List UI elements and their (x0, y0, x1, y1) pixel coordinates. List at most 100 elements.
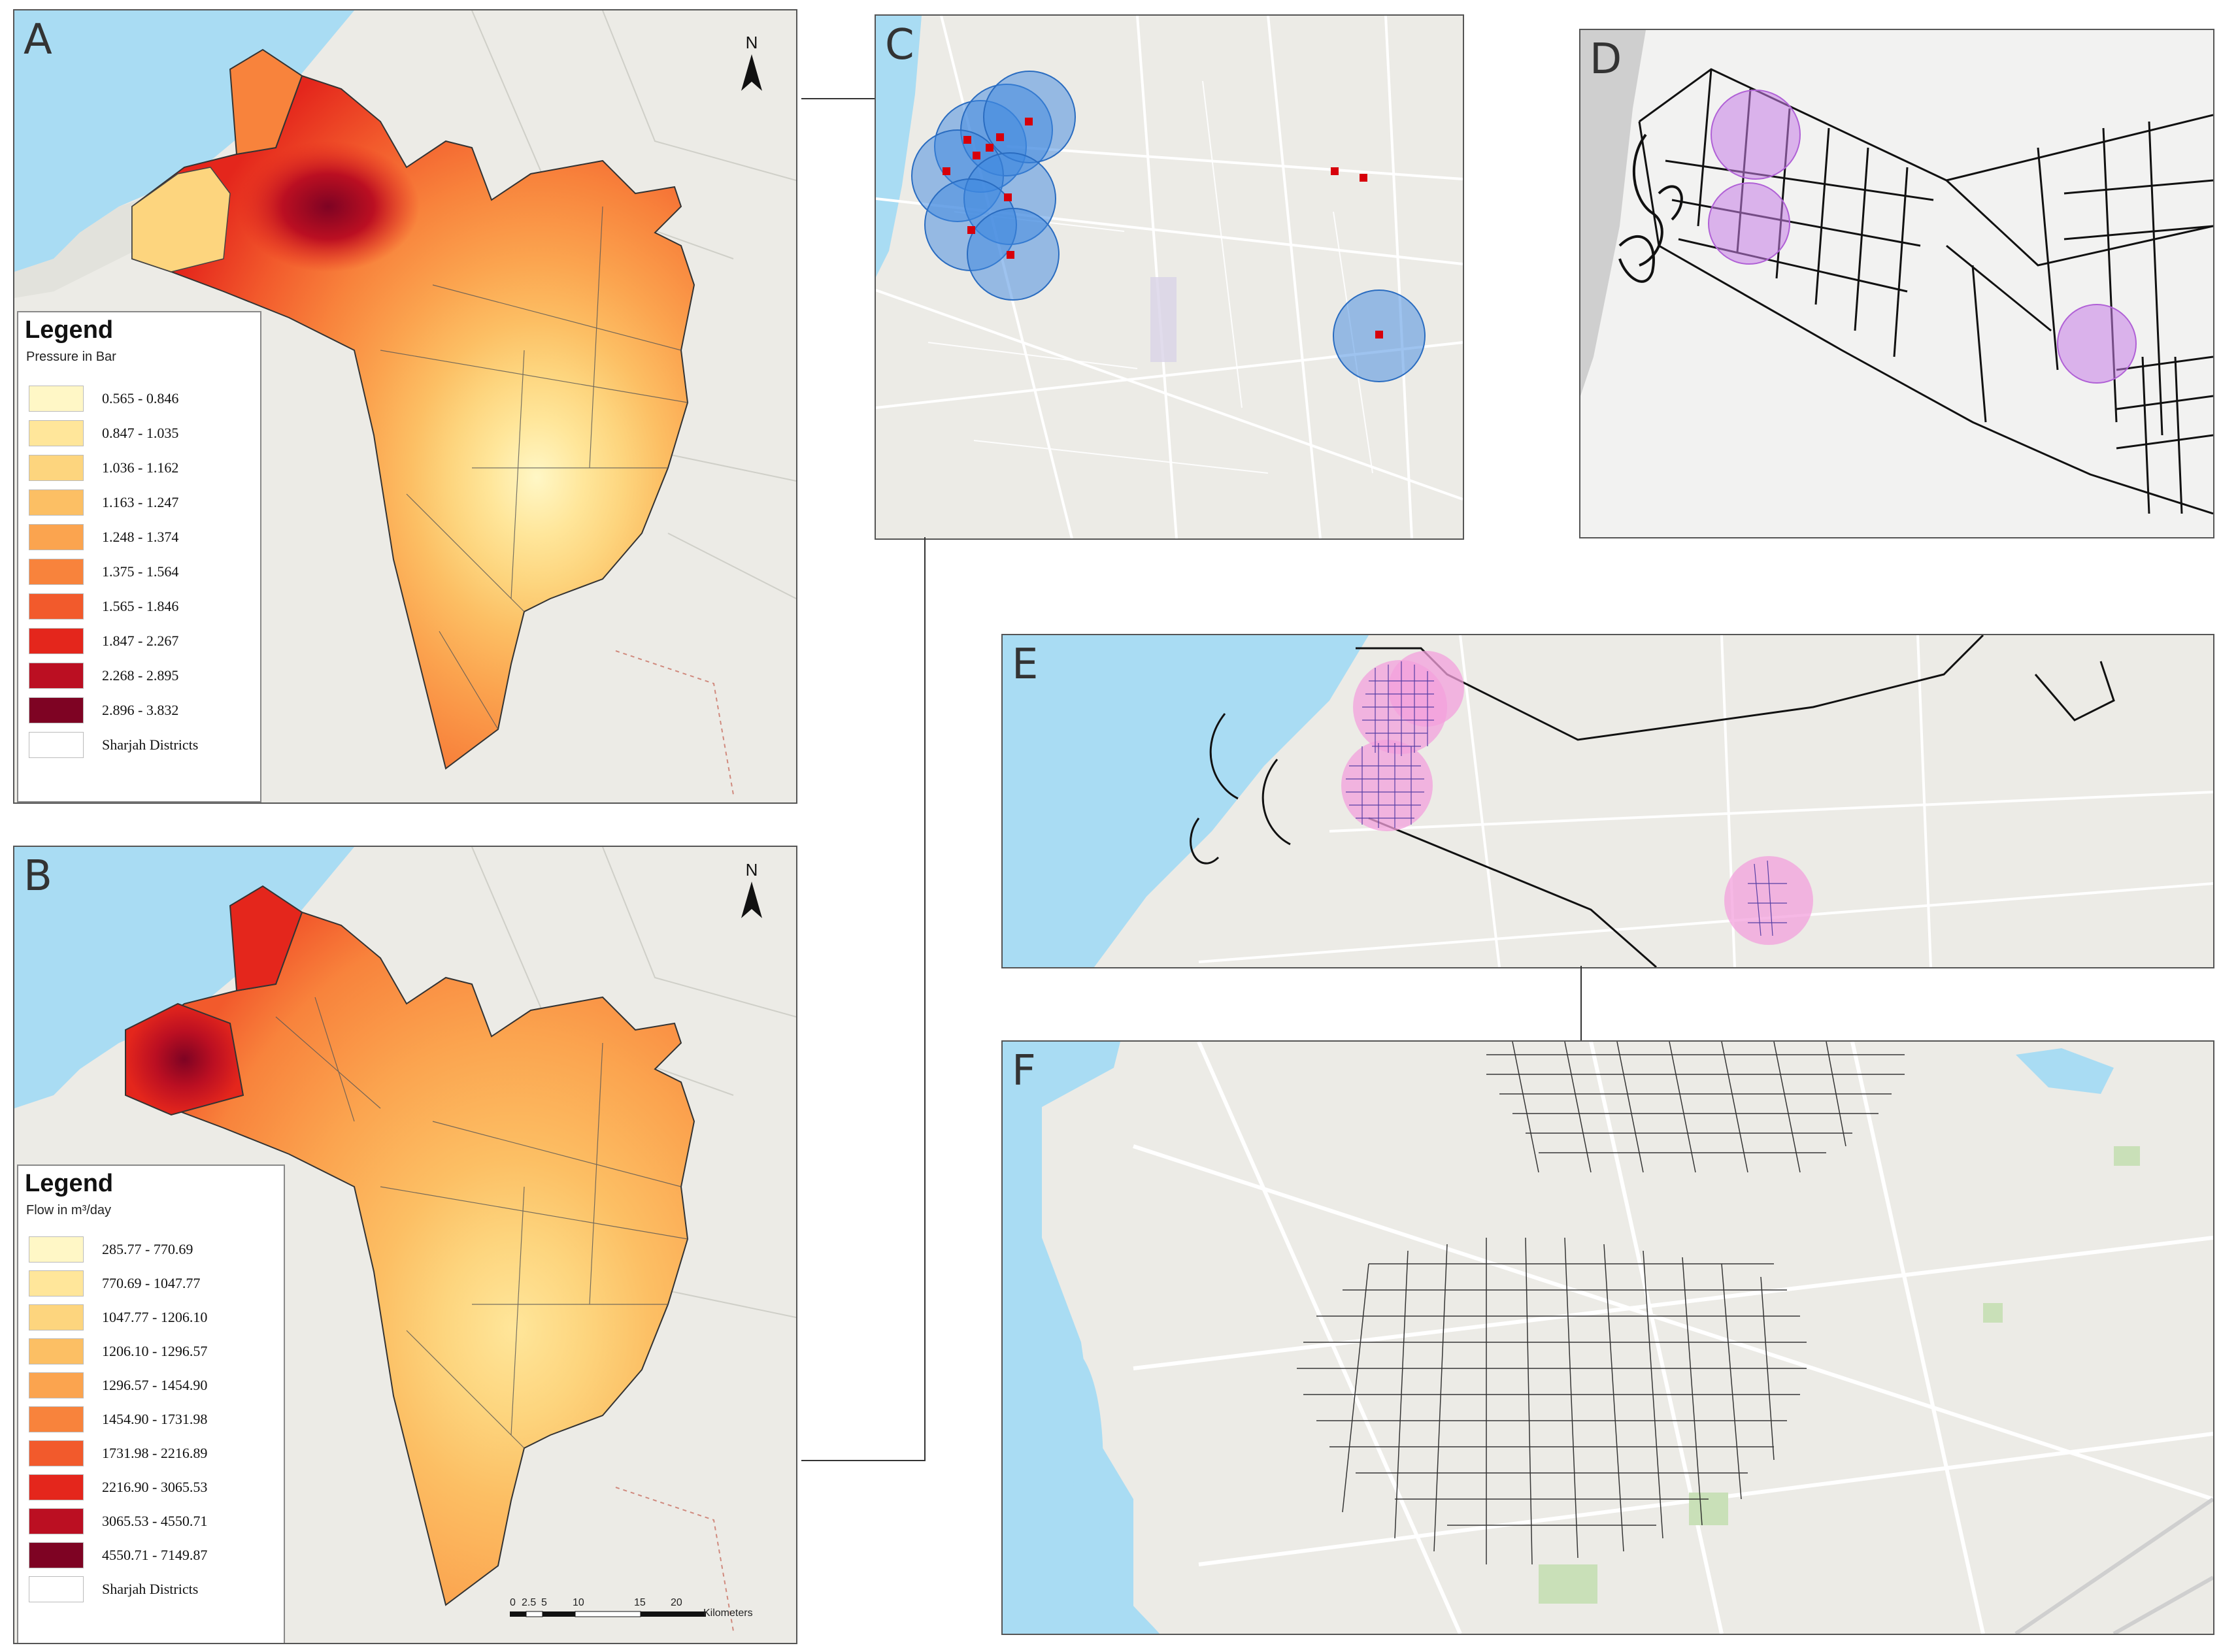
legend-range: 1.375 - 1.564 (102, 563, 179, 580)
legend-swatch (29, 1542, 84, 1568)
legend-swatch (29, 1440, 84, 1466)
legend-flow-row: 1206.10 - 1296.57 (29, 1338, 207, 1364)
legend-pressure-row: 1.847 - 2.267 (29, 628, 178, 654)
legend-pressure-title: Legend (25, 316, 114, 344)
legend-range: 1296.57 - 1454.90 (102, 1377, 208, 1393)
legend-pressure-row: 2.268 - 2.895 (29, 663, 178, 689)
legend-pressure-row: 1.375 - 1.564 (29, 559, 178, 585)
panel-c-buffer-map: C (875, 14, 1464, 540)
legend-flow-row: 2216.90 - 3065.53 (29, 1474, 207, 1500)
legend-pressure-row: 0.565 - 0.846 (29, 386, 178, 412)
legend-range: 285.77 - 770.69 (102, 1241, 193, 1257)
north-arrow-icon (741, 54, 762, 91)
legend-pressure-row: Sharjah Districts (29, 732, 198, 758)
legend-swatch (29, 697, 84, 723)
connector-e-f (1580, 966, 1582, 1040)
connector-c-b-vertical (924, 537, 926, 1461)
legend-pressure-row: 1.248 - 1.374 (29, 524, 178, 550)
legend-range: 3065.53 - 4550.71 (102, 1513, 208, 1529)
north-arrow-label: N (745, 33, 758, 52)
connector-c-b-horizontal (801, 1460, 926, 1461)
legend-range: Sharjah Districts (102, 736, 199, 753)
legend-pressure-subtitle: Pressure in Bar (26, 350, 116, 364)
legend-swatch (29, 559, 84, 585)
legend-swatch (29, 1304, 84, 1330)
legend-range: 2216.90 - 3065.53 (102, 1479, 208, 1495)
legend-flow-row: 285.77 - 770.69 (29, 1236, 193, 1263)
legend-range: 770.69 - 1047.77 (102, 1275, 201, 1291)
panel-a-pressure-map: A N Legend Pressure in Bar 0.565 - 0.846… (13, 9, 797, 804)
panel-f-label: F (1012, 1047, 1036, 1095)
panel-c-label: C (885, 21, 914, 69)
scale-bar: 0 2.5 5 10 15 20 Kilometers (510, 1597, 784, 1623)
legend-swatch (29, 1508, 84, 1534)
panel-d-network-map: D (1579, 29, 2214, 538)
legend-range: 1731.98 - 2216.89 (102, 1445, 208, 1461)
legend-swatch (29, 524, 84, 550)
panel-b-label: B (24, 852, 52, 900)
legend-flow-row: 1296.57 - 1454.90 (29, 1372, 207, 1398)
panel-f-map-graphic (1003, 1042, 2213, 1634)
legend-pressure-row: 0.847 - 1.035 (29, 420, 178, 446)
legend-pressure-row: 1.565 - 1.846 (29, 593, 178, 620)
legend-flow-title: Legend (25, 1170, 114, 1197)
legend-swatch (29, 628, 84, 654)
north-arrow-icon (741, 882, 762, 918)
legend-range: 0.847 - 1.035 (102, 425, 179, 441)
legend-range: 1454.90 - 1731.98 (102, 1411, 208, 1427)
panel-c-map-graphic (876, 16, 1463, 538)
legend-flow-row: Sharjah Districts (29, 1576, 198, 1602)
scale-tick: 0 (510, 1597, 516, 1608)
panel-e-selected-zones-map: E (1001, 634, 2214, 968)
legend-swatch (29, 1474, 84, 1500)
scale-bar-graphic (510, 1611, 706, 1617)
legend-swatch (29, 386, 84, 412)
legend-swatch (29, 1406, 84, 1432)
legend-range: 1.036 - 1.162 (102, 459, 179, 476)
legend-flow-row: 3065.53 - 4550.71 (29, 1508, 207, 1534)
legend-range: 2.896 - 3.832 (102, 702, 179, 718)
legend-swatch (29, 1576, 84, 1602)
panel-a-label: A (24, 16, 52, 64)
legend-range: 1.163 - 1.247 (102, 494, 179, 510)
panel-e-label: E (1012, 640, 1039, 689)
legend-swatch (29, 489, 84, 516)
legend-swatch (29, 1338, 84, 1364)
scale-tick: 10 (573, 1597, 584, 1608)
legend-range: 4550.71 - 7149.87 (102, 1547, 208, 1563)
legend-range: 1.248 - 1.374 (102, 529, 179, 545)
legend-range: 2.268 - 2.895 (102, 667, 179, 684)
north-arrow-label: N (745, 860, 758, 880)
legend-swatch (29, 455, 84, 481)
scale-tick: 5 (541, 1597, 547, 1608)
legend-pressure-row: 1.163 - 1.247 (29, 489, 178, 516)
legend-range: Sharjah Districts (102, 1581, 199, 1597)
legend-range: 1047.77 - 1206.10 (102, 1309, 208, 1325)
legend-swatch (29, 420, 84, 446)
legend-swatch (29, 593, 84, 620)
panel-d-map-graphic (1580, 30, 2213, 537)
legend-flow-subtitle: Flow in m³/day (26, 1203, 112, 1217)
north-arrow-b: N (739, 860, 765, 924)
legend-swatch (29, 1372, 84, 1398)
legend-swatch (29, 732, 84, 758)
legend-pressure-row: 1.036 - 1.162 (29, 455, 178, 481)
scale-tick: 2.5 (522, 1597, 537, 1608)
scale-unit: Kilometers (703, 1608, 753, 1619)
panel-b-flow-map: B N Legend Flow in m³/day 285.77 - 770.6… (13, 846, 797, 1644)
legend-pressure: Legend Pressure in Bar 0.565 - 0.846 0.8… (17, 311, 261, 802)
north-arrow-a: N (739, 33, 765, 97)
legend-range: 1.847 - 2.267 (102, 633, 179, 649)
legend-swatch (29, 1270, 84, 1297)
legend-range: 1.565 - 1.846 (102, 598, 179, 614)
panel-f-detail-network-map: F (1001, 1040, 2214, 1635)
panel-d-label: D (1590, 35, 1622, 84)
legend-range: 1206.10 - 1296.57 (102, 1343, 208, 1359)
legend-flow: Legend Flow in m³/day 285.77 - 770.69 77… (17, 1165, 285, 1643)
legend-range: 0.565 - 0.846 (102, 390, 179, 406)
legend-pressure-row: 2.896 - 3.832 (29, 697, 178, 723)
panel-e-map-graphic (1003, 635, 2213, 967)
legend-swatch (29, 663, 84, 689)
legend-flow-row: 770.69 - 1047.77 (29, 1270, 200, 1297)
legend-swatch (29, 1236, 84, 1263)
